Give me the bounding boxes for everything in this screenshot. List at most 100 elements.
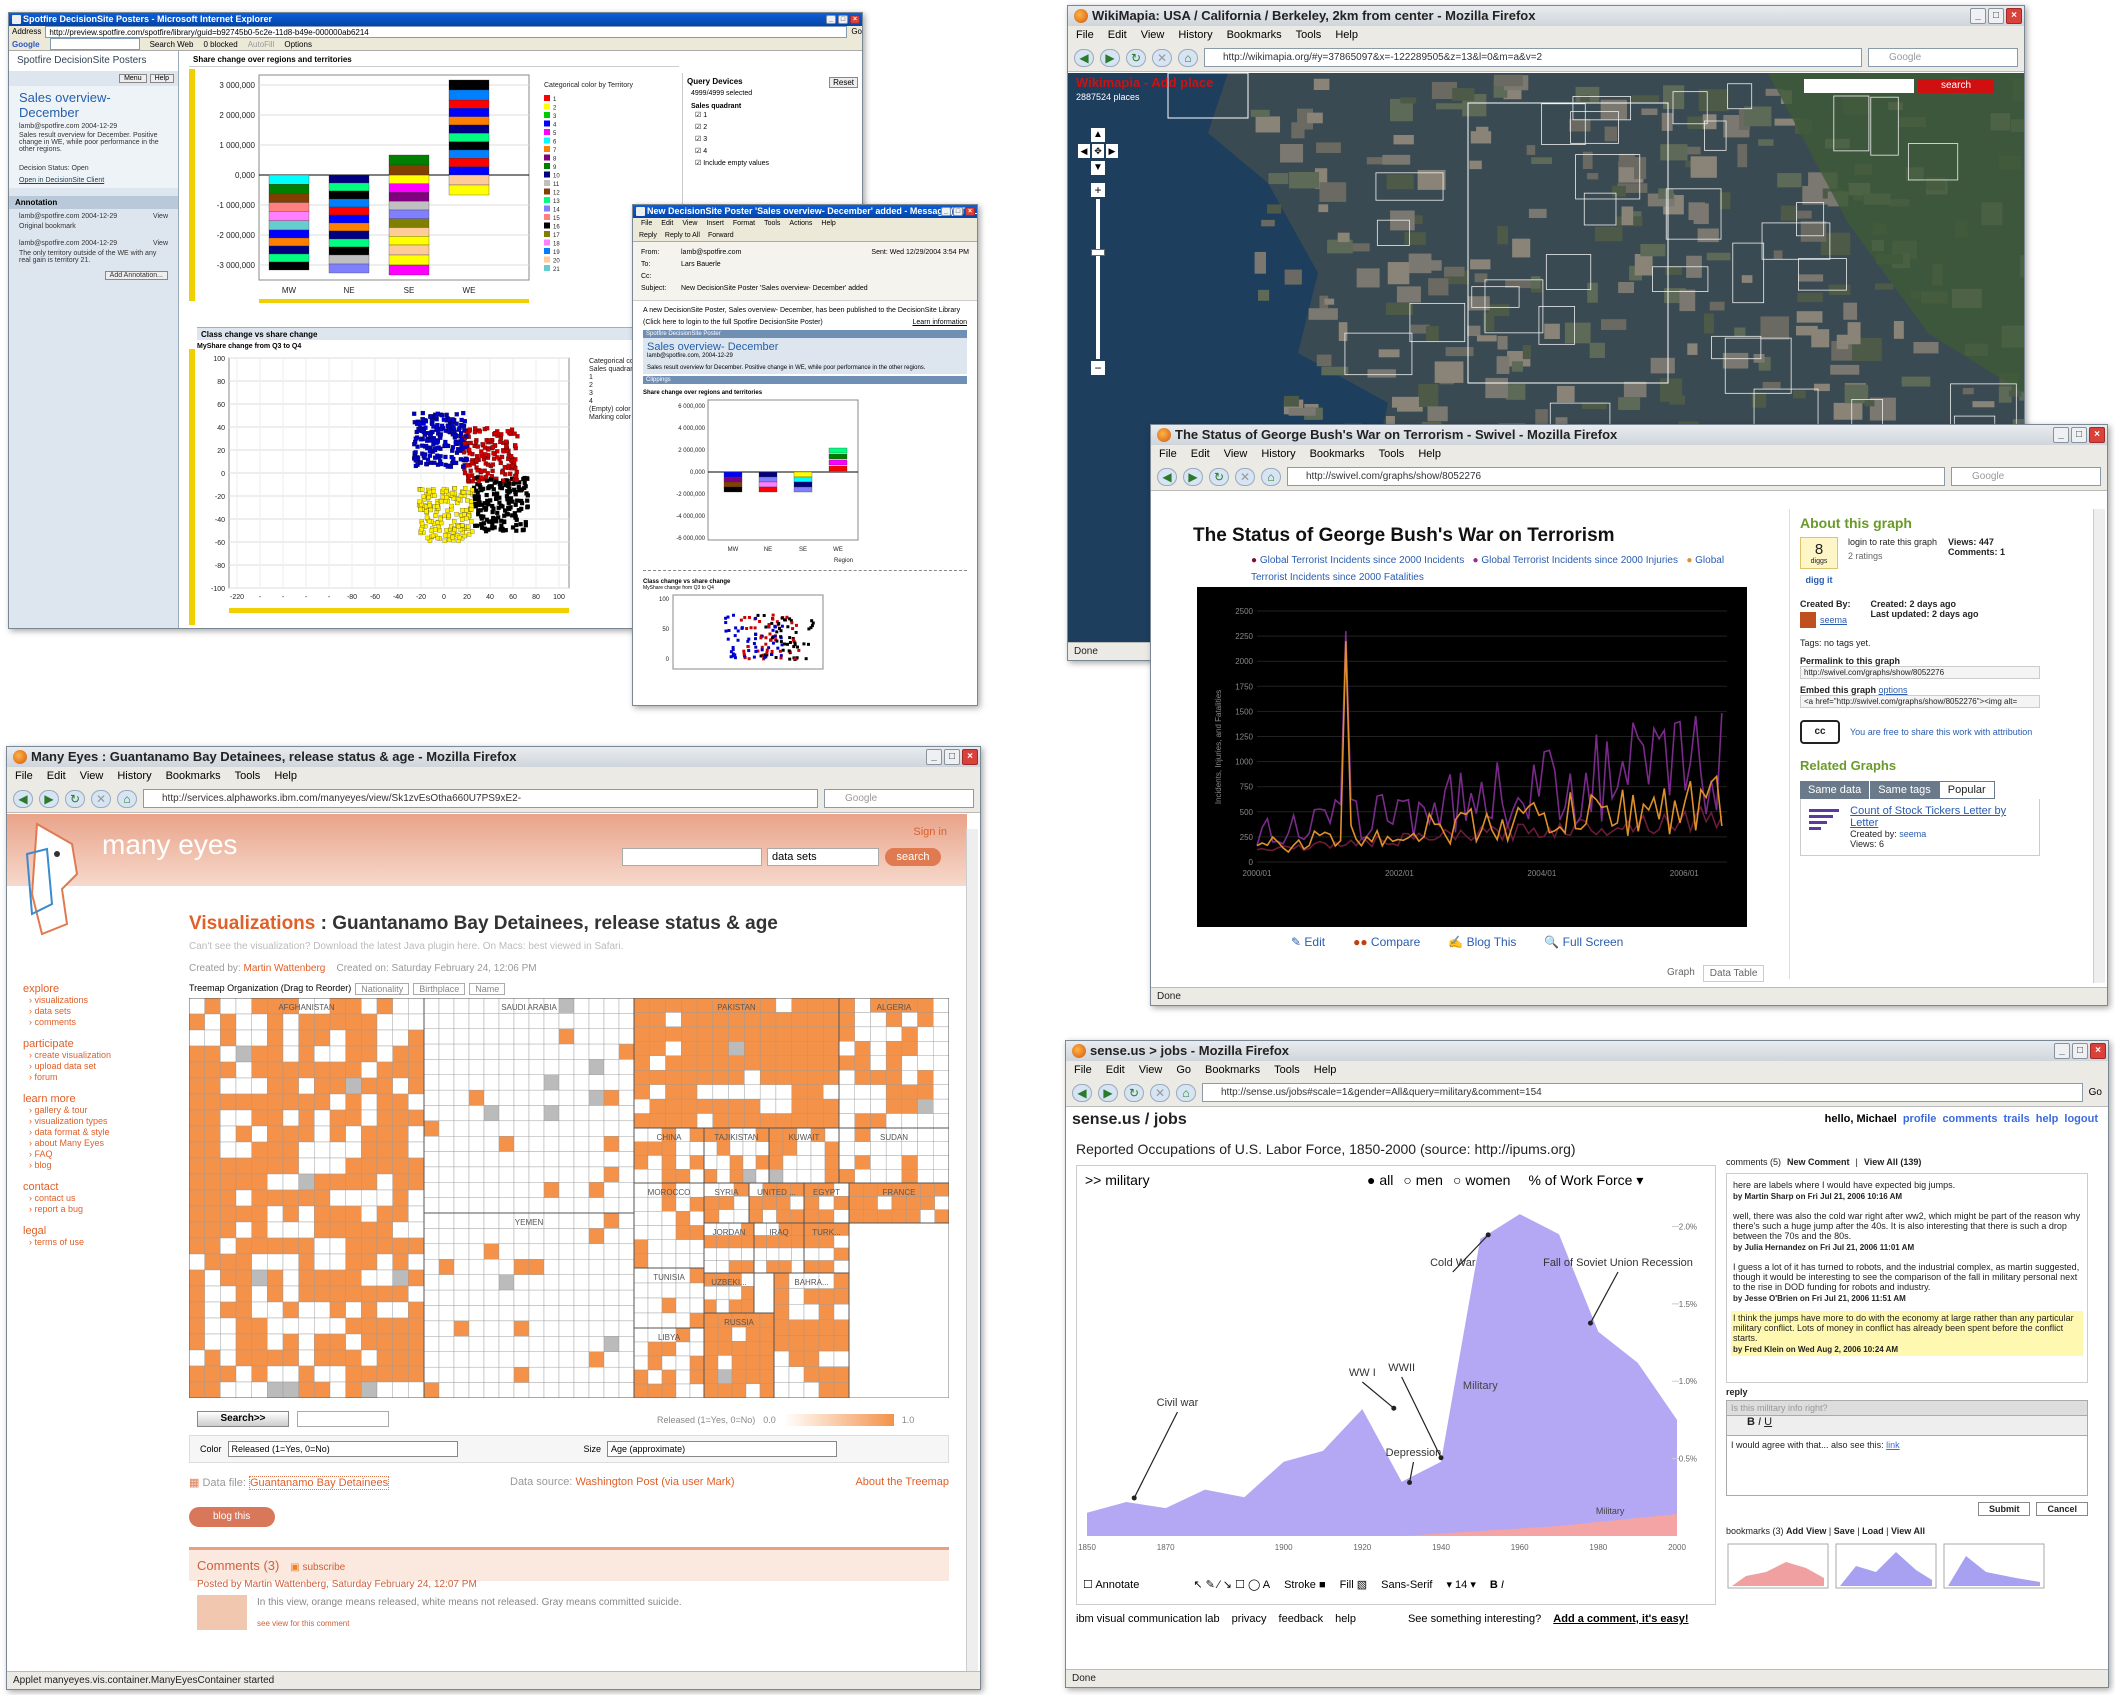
site-logo[interactable]: many eyes	[102, 829, 238, 860]
save-link[interactable]: Save	[1833, 1526, 1855, 1536]
home-icon[interactable]: ⌂	[1261, 467, 1281, 486]
help-button[interactable]: Help	[149, 74, 174, 83]
comment-item[interactable]: well, there was also the cold war right …	[1731, 1209, 2083, 1254]
menu-tools[interactable]: Tools	[1295, 29, 1322, 41]
subscribe-link[interactable]: ▣ subscribe	[290, 1562, 346, 1573]
menu-file[interactable]: File	[641, 220, 653, 227]
nav-link[interactable]: › blog	[29, 1160, 52, 1170]
annotation-view-link[interactable]: View	[152, 213, 168, 220]
nav-link[interactable]: › contact us	[29, 1193, 76, 1203]
nav-link[interactable]: › upload data set	[29, 1061, 97, 1071]
menu-insert[interactable]: Insert	[706, 220, 724, 227]
maximize-button[interactable]: □	[1988, 8, 2004, 24]
quadrant-checkbox[interactable]: ☑ 4	[695, 148, 708, 155]
home-icon[interactable]: ⌂	[1176, 1083, 1196, 1102]
minimize-button[interactable]: _	[826, 15, 836, 24]
login-link[interactable]: (Click here to login to the full Spotfir…	[643, 319, 823, 326]
fill-control[interactable]: Fill ▧	[1339, 1579, 1368, 1591]
footer-link[interactable]: ibm visual communication lab	[1076, 1613, 1220, 1625]
include-empty-checkbox[interactable]: ☑ Include empty values	[695, 160, 769, 167]
tab-same-data[interactable]: Same data	[1800, 781, 1870, 799]
pan-left-icon[interactable]: ◀	[1078, 144, 1090, 158]
map-search-input[interactable]	[1804, 79, 1914, 93]
menu-button[interactable]: Menu	[119, 74, 147, 83]
url-bar[interactable]: http://services.alphaworks.ibm.com/manye…	[143, 789, 818, 808]
about-treemap-link[interactable]: About the Treemap	[855, 1476, 949, 1488]
size-select[interactable]: ▾ 14 ▾	[1446, 1579, 1476, 1591]
tab-data-table[interactable]: Data Table	[1702, 965, 1765, 982]
menu-help[interactable]: Help	[1313, 1064, 1337, 1076]
org-chip[interactable]: Birthplace	[413, 983, 466, 995]
measure-select[interactable]: % of Work Force ▾	[1528, 1172, 1644, 1188]
menu-help[interactable]: Help	[1335, 29, 1358, 41]
color-select[interactable]: Released (1=Yes, 0=No)	[227, 1441, 458, 1457]
minimize-button[interactable]: _	[1970, 8, 1986, 24]
blog-this-button[interactable]: blog this	[189, 1507, 275, 1527]
tab-same-tags[interactable]: Same tags	[1869, 781, 1939, 799]
forward-button[interactable]: Forward	[707, 232, 734, 239]
treemap-search-button[interactable]: Search>>	[197, 1411, 289, 1427]
drawing-tools[interactable]: ↖ ✎ ∕ ↘ ☐ ◯ A	[1193, 1579, 1271, 1591]
blog-this-button[interactable]: ✍ Blog This	[1448, 935, 1517, 949]
scatter-tab[interactable]: Class change vs share change	[197, 327, 675, 340]
forward-arrow-icon[interactable]: ▶	[1100, 48, 1120, 67]
close-button[interactable]: ×	[965, 207, 975, 216]
search-box[interactable]: Google	[824, 789, 974, 808]
menu-go[interactable]: Go	[1176, 1064, 1192, 1076]
search-type-select[interactable]: data sets	[767, 848, 879, 866]
org-chip[interactable]: Name	[469, 983, 506, 995]
menu-bookmarks[interactable]: Bookmarks	[1309, 448, 1365, 460]
size-select[interactable]: Age (approximate)	[607, 1441, 838, 1457]
menu-help[interactable]: Help	[1418, 448, 1441, 460]
annotation-view-link[interactable]: View	[152, 240, 168, 247]
menu-view[interactable]: View	[1223, 448, 1248, 460]
nav-link[interactable]: › terms of use	[29, 1237, 85, 1247]
stop-icon[interactable]: ✕	[1235, 467, 1255, 486]
quadrant-checkbox[interactable]: ☑ 2	[695, 124, 708, 131]
reload-icon[interactable]: ↻	[1124, 1083, 1144, 1102]
menu-view[interactable]: View	[79, 770, 104, 782]
creative-commons-icon[interactable]: cc	[1800, 720, 1840, 744]
logout-link[interactable]: logout	[2064, 1113, 2098, 1125]
quadrant-checkbox[interactable]: ☑ 3	[695, 136, 708, 143]
radio-all[interactable]: ● all	[1367, 1172, 1394, 1188]
nav-link[interactable]: › data sets	[29, 1006, 72, 1016]
reply-subject-input[interactable]: Is this military info right?	[1726, 1400, 2088, 1416]
embed-options-link[interactable]: options	[1878, 685, 1908, 695]
compare-button[interactable]: ●● Compare	[1353, 935, 1421, 949]
submit-button[interactable]: Submit	[1977, 1502, 2031, 1516]
back-arrow-icon[interactable]: ◀	[1157, 467, 1177, 486]
search-box[interactable]: Google	[1868, 48, 2018, 67]
creator-link[interactable]: seema	[1820, 615, 1848, 625]
font-select[interactable]: Sans-Serif	[1381, 1578, 1433, 1591]
go-button[interactable]: Go	[851, 27, 862, 36]
new-comment-link[interactable]: New Comment	[1787, 1157, 1850, 1167]
view-all-link[interactable]: View All (139)	[1863, 1157, 1922, 1167]
menu-actions[interactable]: Actions	[789, 220, 813, 227]
learn-link[interactable]: Learn information	[912, 319, 967, 326]
zoom-out-icon[interactable]: −	[1091, 361, 1105, 375]
menu-history[interactable]: History	[117, 770, 152, 782]
maximize-button[interactable]: □	[944, 749, 960, 765]
stop-icon[interactable]: ✕	[1152, 48, 1172, 67]
bookmark-thumbnails[interactable]	[1726, 1542, 2076, 1590]
maximize-button[interactable]: □	[2072, 1043, 2088, 1059]
back-arrow-icon[interactable]: ◀	[13, 789, 33, 808]
reload-icon[interactable]: ↻	[1126, 48, 1146, 67]
comment-item[interactable]: I guess a lot of it has turned to robots…	[1731, 1260, 2083, 1305]
menu-file[interactable]: File	[1159, 448, 1177, 460]
nav-link[interactable]: › data format & style	[29, 1127, 110, 1137]
site-search-button[interactable]: search	[885, 848, 941, 866]
permalink-field[interactable]: http://swivel.com/graphs/show/8052276	[1800, 666, 2040, 679]
menu-view[interactable]: View	[682, 220, 698, 227]
menu-format[interactable]: Format	[732, 220, 756, 227]
stroke-control[interactable]: Stroke ■	[1284, 1578, 1326, 1591]
query-input[interactable]: >> military	[1085, 1172, 1150, 1188]
reply-button[interactable]: Reply	[639, 232, 657, 239]
minimize-button[interactable]: _	[2054, 1043, 2070, 1059]
related-link[interactable]: Count of Stock Tickers Letter by Letter	[1850, 805, 2007, 829]
menu-tools[interactable]: Tools	[1274, 1064, 1300, 1076]
options-button[interactable]: Options	[284, 40, 312, 49]
quadrant-checkbox[interactable]: ☑ 1	[695, 112, 708, 119]
go-button[interactable]: Go	[2088, 1087, 2102, 1098]
